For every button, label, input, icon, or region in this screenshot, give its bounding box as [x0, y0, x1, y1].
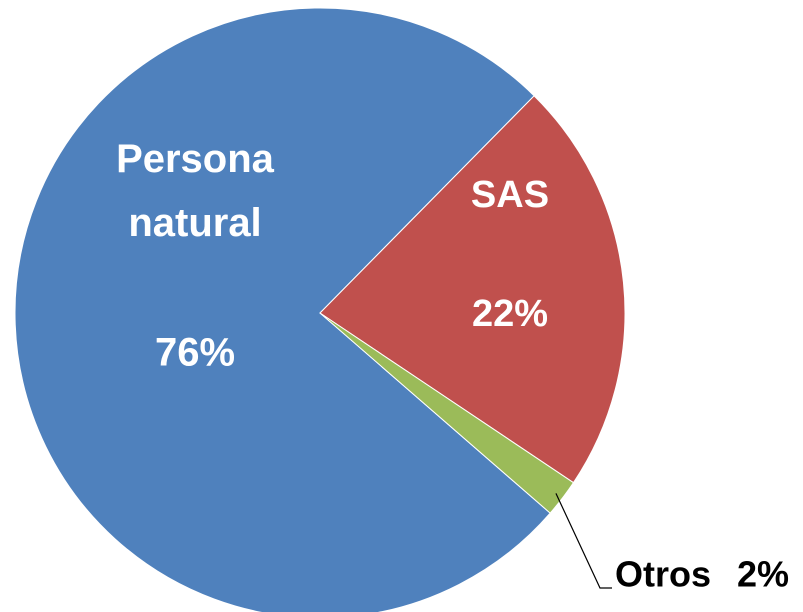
value-label: 76% [155, 331, 235, 375]
pie-slice [319, 312, 575, 514]
pie-slice [319, 95, 626, 484]
slice-label: SAS [471, 174, 549, 216]
pie-slice [14, 7, 551, 612]
slice-label: Otros [615, 554, 711, 595]
slice-label-line: natural [128, 201, 261, 245]
value-label: 22% [472, 293, 548, 335]
slice-label: Persona natural [116, 137, 275, 245]
slice-label-line: Persona [116, 137, 275, 181]
value-label: 2% [737, 554, 789, 595]
leader-line [555, 493, 612, 589]
